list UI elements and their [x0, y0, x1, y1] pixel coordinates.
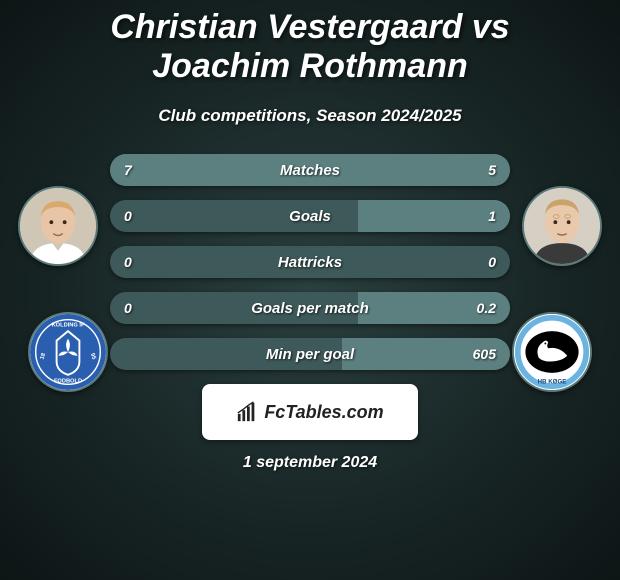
- stat-value-left: 0: [124, 292, 132, 324]
- stat-value-right: 0: [488, 246, 496, 278]
- stat-label: Min per goal: [110, 338, 510, 370]
- stat-row: Matches7 5: [110, 154, 510, 186]
- stat-row: Goals0 1: [110, 200, 510, 232]
- bar-chart-icon: [236, 401, 258, 423]
- stat-value-left: 0: [124, 246, 132, 278]
- date-text: 1 september 2024: [0, 454, 620, 472]
- stat-row: Goals per match0 0.2: [110, 292, 510, 324]
- brand-badge: FcTables.com: [202, 384, 418, 440]
- stat-row: Hattricks0 0: [110, 246, 510, 278]
- stat-value-right: 1: [488, 200, 496, 232]
- stats-container: Matches75Goals01Hattricks00Goals per mat…: [0, 154, 620, 370]
- stat-label: Matches: [110, 154, 510, 186]
- stat-row: Min per goal605: [110, 338, 510, 370]
- svg-text:FODBOLD: FODBOLD: [54, 378, 82, 384]
- stat-label: Goals per match: [110, 292, 510, 324]
- stat-value-left: 0: [124, 200, 132, 232]
- svg-text:HB KØGE: HB KØGE: [538, 378, 567, 385]
- stat-value-right: 5: [488, 154, 496, 186]
- page-title: Christian Vestergaard vs Joachim Rothman…: [0, 0, 620, 90]
- page-subtitle: Club competitions, Season 2024/2025: [0, 106, 620, 126]
- stat-label: Goals: [110, 200, 510, 232]
- stat-value-right: 0.2: [477, 292, 496, 324]
- stat-label: Hattricks: [110, 246, 510, 278]
- stat-value-left: 7: [124, 154, 132, 186]
- stat-value-right: 605: [473, 338, 496, 370]
- brand-text: FcTables.com: [264, 402, 383, 423]
